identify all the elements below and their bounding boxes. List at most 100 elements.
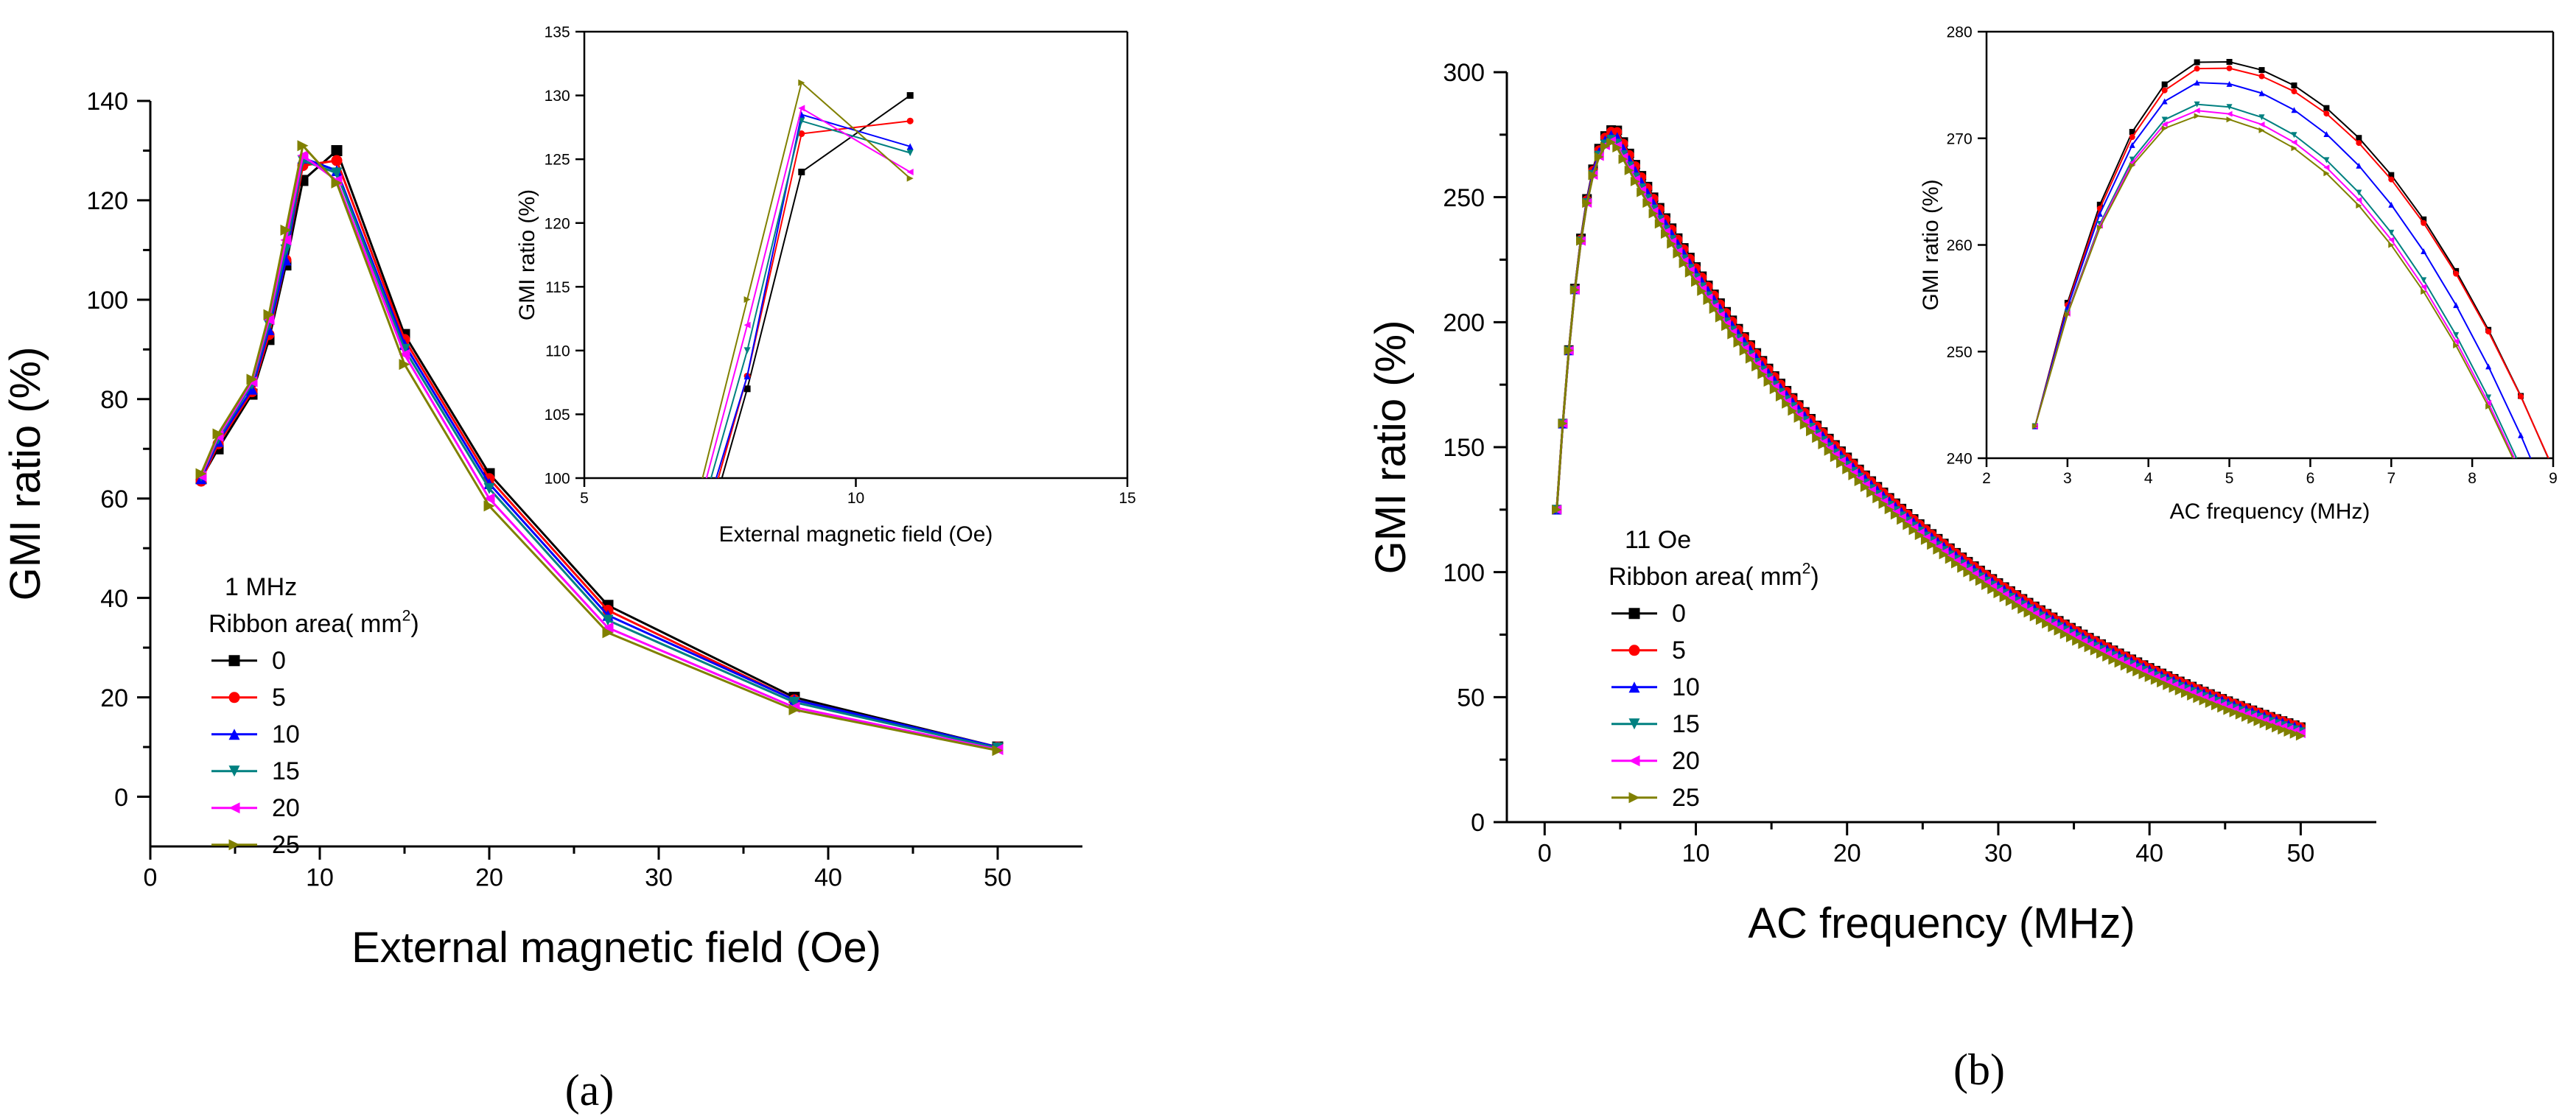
- inset-data-point: [2129, 156, 2135, 163]
- data-point: [2187, 690, 2197, 701]
- inset-data-point: [2388, 229, 2395, 236]
- data-point: [1691, 277, 1701, 287]
- data-point: [2199, 695, 2209, 706]
- data-point: [1878, 499, 1889, 509]
- data-point: [2253, 716, 2264, 726]
- data-point: [2132, 667, 2143, 677]
- data-point: [2163, 680, 2173, 690]
- y-tick-label: 0: [1471, 809, 1485, 837]
- data-point: [1721, 321, 1732, 332]
- legend-label: 10: [1672, 673, 1700, 701]
- data-point: [2235, 709, 2245, 720]
- data-point: [1824, 446, 1834, 456]
- data-point: [1552, 505, 1562, 515]
- data-point: [1782, 399, 1792, 409]
- inset-data-point: [2194, 59, 2200, 66]
- data-point: [1594, 152, 1604, 162]
- data-point: [788, 704, 800, 715]
- panel-a-inset-chart: 5 10 15 100 105 110 115 120 125 130 135 External ma…: [515, 24, 1136, 547]
- x-tick-label: 0: [144, 864, 158, 892]
- inset-data-point: [2485, 363, 2492, 370]
- data-point: [2272, 723, 2282, 733]
- inset-data-point: [2388, 176, 2395, 183]
- x-tick-label: 40: [814, 864, 842, 892]
- series-25: [1552, 137, 2306, 741]
- inset-data-point: [2485, 394, 2492, 401]
- data-point: [2278, 725, 2288, 735]
- inset-data-point: [2356, 135, 2362, 141]
- data-point: [297, 140, 309, 152]
- inset-data-point: [2356, 162, 2362, 169]
- data-point: [483, 483, 495, 494]
- data-point: [2090, 645, 2100, 656]
- y-tick-label: 120: [545, 215, 570, 232]
- legend-label: 5: [272, 684, 286, 712]
- data-point: [280, 224, 292, 236]
- data-point: [1854, 477, 1864, 487]
- data-point: [1648, 208, 1659, 219]
- x-tick-label: 20: [1833, 840, 1861, 868]
- data-point: [1709, 304, 1719, 314]
- data-point: [2127, 664, 2137, 674]
- data-point: [1588, 170, 1598, 180]
- data-point: [1745, 354, 1755, 364]
- inset-data-point: [2096, 211, 2103, 217]
- inset-data-point: [2356, 203, 2362, 209]
- data-point: [1799, 420, 1810, 430]
- data-point: [2229, 707, 2239, 718]
- inset-data-point: [906, 175, 914, 182]
- legend-label: 15: [272, 757, 300, 785]
- inset-data-point: [2323, 111, 2330, 117]
- data-point: [2265, 720, 2275, 731]
- data-point: [1793, 413, 1804, 423]
- data-point: [1890, 510, 1900, 520]
- data-point: [2174, 686, 2185, 696]
- inset-data-point: [2323, 164, 2330, 171]
- y-tick-label: 0: [114, 784, 128, 812]
- inset-data-point: [690, 513, 696, 519]
- legend-item: 0: [1611, 600, 1686, 628]
- legend-label: 25: [272, 831, 300, 859]
- y-tick-label: 80: [100, 386, 128, 414]
- inset-series-10: [715, 111, 914, 478]
- data-point: [2054, 625, 2064, 636]
- data-point: [2144, 672, 2155, 682]
- inset-data-point: [2161, 125, 2168, 132]
- y-tick-label: 240: [1947, 451, 1973, 468]
- data-point: [1739, 345, 1749, 356]
- data-point: [1673, 248, 1683, 259]
- data-point: [1569, 284, 1580, 295]
- legend-marker: [1628, 645, 1640, 656]
- inset-series-5: [717, 117, 914, 478]
- data-point: [1866, 488, 1877, 498]
- inset-data-point: [2388, 172, 2395, 178]
- data-point: [2035, 615, 2045, 625]
- y-tick-label: 270: [1947, 130, 1973, 147]
- inset-data-point: [2258, 121, 2265, 127]
- inset-series-25: [2031, 113, 2514, 458]
- inset-data-point: [2518, 432, 2524, 438]
- series-25: [195, 140, 1004, 757]
- inset-data-point: [2421, 277, 2427, 284]
- data-point: [297, 150, 309, 161]
- inset-data-point: [2291, 132, 2297, 138]
- inset-series-20: [705, 105, 914, 478]
- data-point: [1884, 505, 1894, 515]
- inset-data-point: [2129, 162, 2135, 169]
- series-line: [200, 148, 998, 748]
- data-point: [2217, 703, 2227, 713]
- series-line: [200, 153, 998, 751]
- data-point: [1763, 377, 1774, 387]
- data-point: [1842, 464, 1852, 474]
- legend-title-text: Ribbon area( mm: [209, 610, 402, 638]
- inset-data-point: [2161, 121, 2168, 127]
- data-point: [788, 696, 800, 708]
- inset-data-point: [2096, 201, 2103, 208]
- x-tick-label: 7: [2387, 470, 2395, 487]
- x-tick-label: 6: [2306, 470, 2315, 487]
- inset-series-15: [2031, 101, 2518, 458]
- legend-marker: [228, 729, 240, 740]
- inset-series-line: [701, 81, 911, 478]
- inset-data-point: [906, 149, 914, 156]
